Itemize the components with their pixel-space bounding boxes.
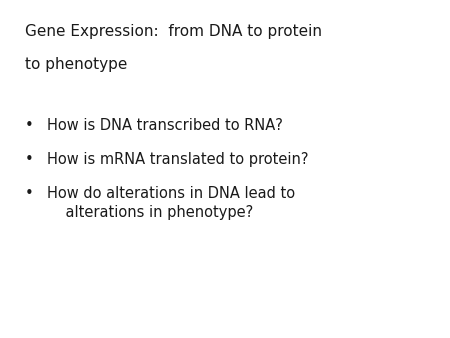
Text: How is mRNA translated to protein?: How is mRNA translated to protein?	[47, 152, 309, 167]
Text: to phenotype: to phenotype	[25, 57, 127, 72]
Text: •: •	[25, 118, 33, 133]
Text: •: •	[25, 186, 33, 201]
Text: How is DNA transcribed to RNA?: How is DNA transcribed to RNA?	[47, 118, 283, 133]
Text: Gene Expression:  from DNA to protein: Gene Expression: from DNA to protein	[25, 24, 322, 39]
Text: •: •	[25, 152, 33, 167]
Text: How do alterations in DNA lead to
    alterations in phenotype?: How do alterations in DNA lead to altera…	[47, 186, 295, 219]
